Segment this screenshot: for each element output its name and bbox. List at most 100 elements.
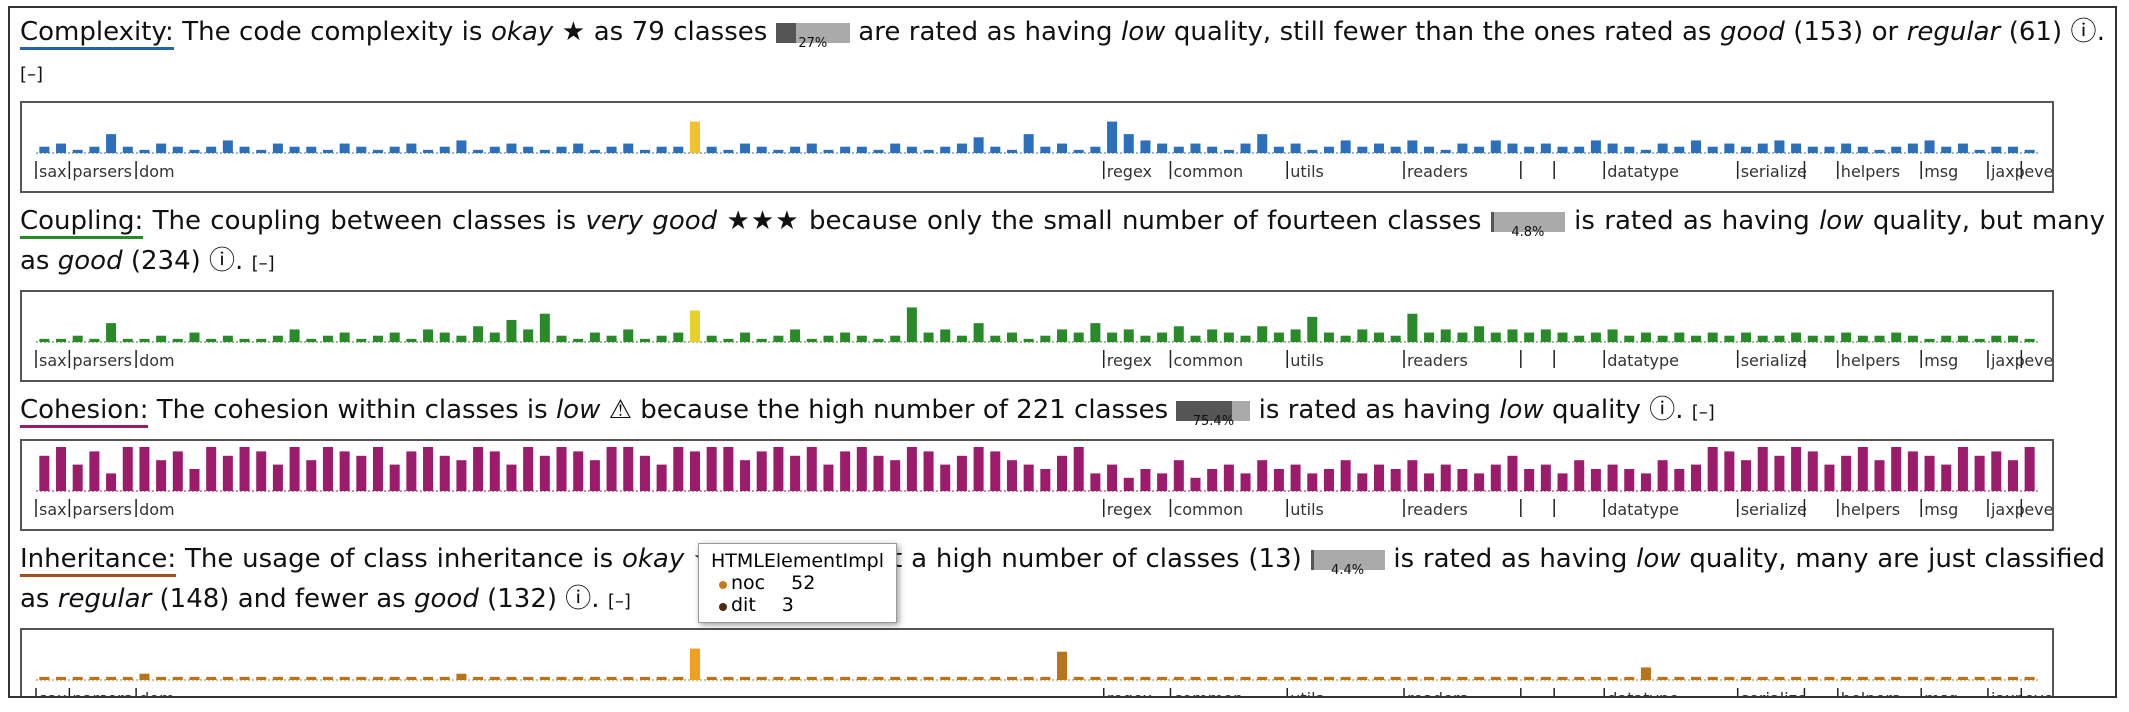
bar (873, 455, 884, 491)
bar (1824, 676, 1835, 680)
bar (406, 338, 417, 342)
bar (573, 338, 584, 342)
bar (1624, 335, 1635, 342)
bar (806, 676, 817, 680)
bar (856, 146, 867, 153)
package-label: serialize (1741, 162, 1807, 181)
package-label: readers (1407, 500, 1468, 519)
bar (1907, 451, 1918, 491)
section-title: Cohesion: (20, 395, 149, 428)
bar (39, 676, 50, 680)
bar (689, 648, 700, 680)
bar (1791, 447, 1802, 491)
bar (1307, 149, 1318, 153)
bar (973, 676, 984, 680)
bar (1874, 335, 1885, 342)
bar (72, 676, 83, 680)
bar (1891, 146, 1902, 153)
bar (506, 464, 517, 491)
emphasis: good (414, 584, 479, 614)
bar (1657, 460, 1668, 491)
bar (489, 676, 500, 680)
bar (756, 338, 767, 342)
bar (523, 447, 534, 491)
bar (1640, 667, 1651, 680)
bar (1157, 143, 1168, 153)
bar (1107, 464, 1118, 491)
bar (573, 676, 584, 680)
bar (1507, 143, 1518, 153)
bar (773, 447, 784, 491)
bar (1023, 134, 1034, 153)
bar (706, 146, 717, 153)
bar (139, 673, 150, 680)
package-label: datatype (1607, 162, 1679, 181)
bar (1240, 676, 1251, 680)
bar (439, 676, 450, 680)
package-label: helpers (1841, 689, 1900, 698)
page: Complexity: The code complexity is okay … (8, 6, 2117, 698)
bar (1791, 332, 1802, 342)
bar (1974, 338, 1985, 342)
bar (940, 464, 951, 491)
package-label: jaxp (1990, 500, 2025, 519)
emphasis: low (1499, 395, 1544, 425)
bar (1290, 329, 1301, 342)
bar (973, 137, 984, 153)
bar (923, 149, 934, 153)
bar (306, 460, 317, 491)
bar (806, 143, 817, 153)
bar (1774, 140, 1785, 153)
bar (1057, 329, 1068, 342)
bar (673, 146, 684, 153)
bar (573, 143, 584, 153)
bar (689, 121, 700, 153)
bar (1891, 332, 1902, 342)
bar (1374, 332, 1385, 342)
package-label: msg (1924, 351, 1958, 370)
collapse-toggle[interactable]: [–] (1691, 402, 1715, 423)
text: (153) or (1784, 17, 1907, 47)
bar (723, 676, 734, 680)
sparkline-chart: sax parsers dom regex common utils readers data… (20, 628, 2054, 698)
text: The cohesion within classes is (156, 395, 556, 425)
bar (589, 149, 600, 153)
bar (72, 335, 83, 342)
bar (356, 455, 367, 491)
bar (1207, 469, 1218, 491)
bar (1440, 676, 1451, 680)
emphasis: very good (585, 206, 718, 236)
bar (1891, 447, 1902, 491)
collapse-toggle[interactable]: [–] (20, 64, 44, 85)
bar (1590, 469, 1601, 491)
bar (1540, 329, 1551, 342)
bar (1640, 473, 1651, 491)
bar (1590, 676, 1601, 680)
bar (56, 676, 67, 680)
bar (1841, 455, 1852, 491)
bar (1824, 464, 1835, 491)
bar (1941, 464, 1952, 491)
bar (1807, 676, 1818, 680)
bar (840, 451, 851, 491)
badge-label: 75.4% (1192, 413, 1235, 429)
bar (1073, 676, 1084, 680)
bar (339, 451, 350, 491)
bar (56, 338, 67, 342)
bar (723, 338, 734, 342)
package-label: common (1173, 351, 1243, 370)
collapse-toggle[interactable]: [–] (607, 591, 631, 612)
package-label: jaxp (1990, 162, 2025, 181)
package-label: parsers (72, 162, 132, 181)
collapse-toggle[interactable]: [–] (251, 253, 275, 274)
bar (1657, 335, 1668, 342)
bar (756, 676, 767, 680)
bar (206, 447, 217, 491)
bar (1924, 455, 1935, 491)
bar (1874, 676, 1885, 680)
bar (56, 447, 67, 491)
bar (840, 332, 851, 342)
badge-fill (775, 22, 796, 43)
bar (1941, 146, 1952, 153)
bar (272, 335, 283, 342)
